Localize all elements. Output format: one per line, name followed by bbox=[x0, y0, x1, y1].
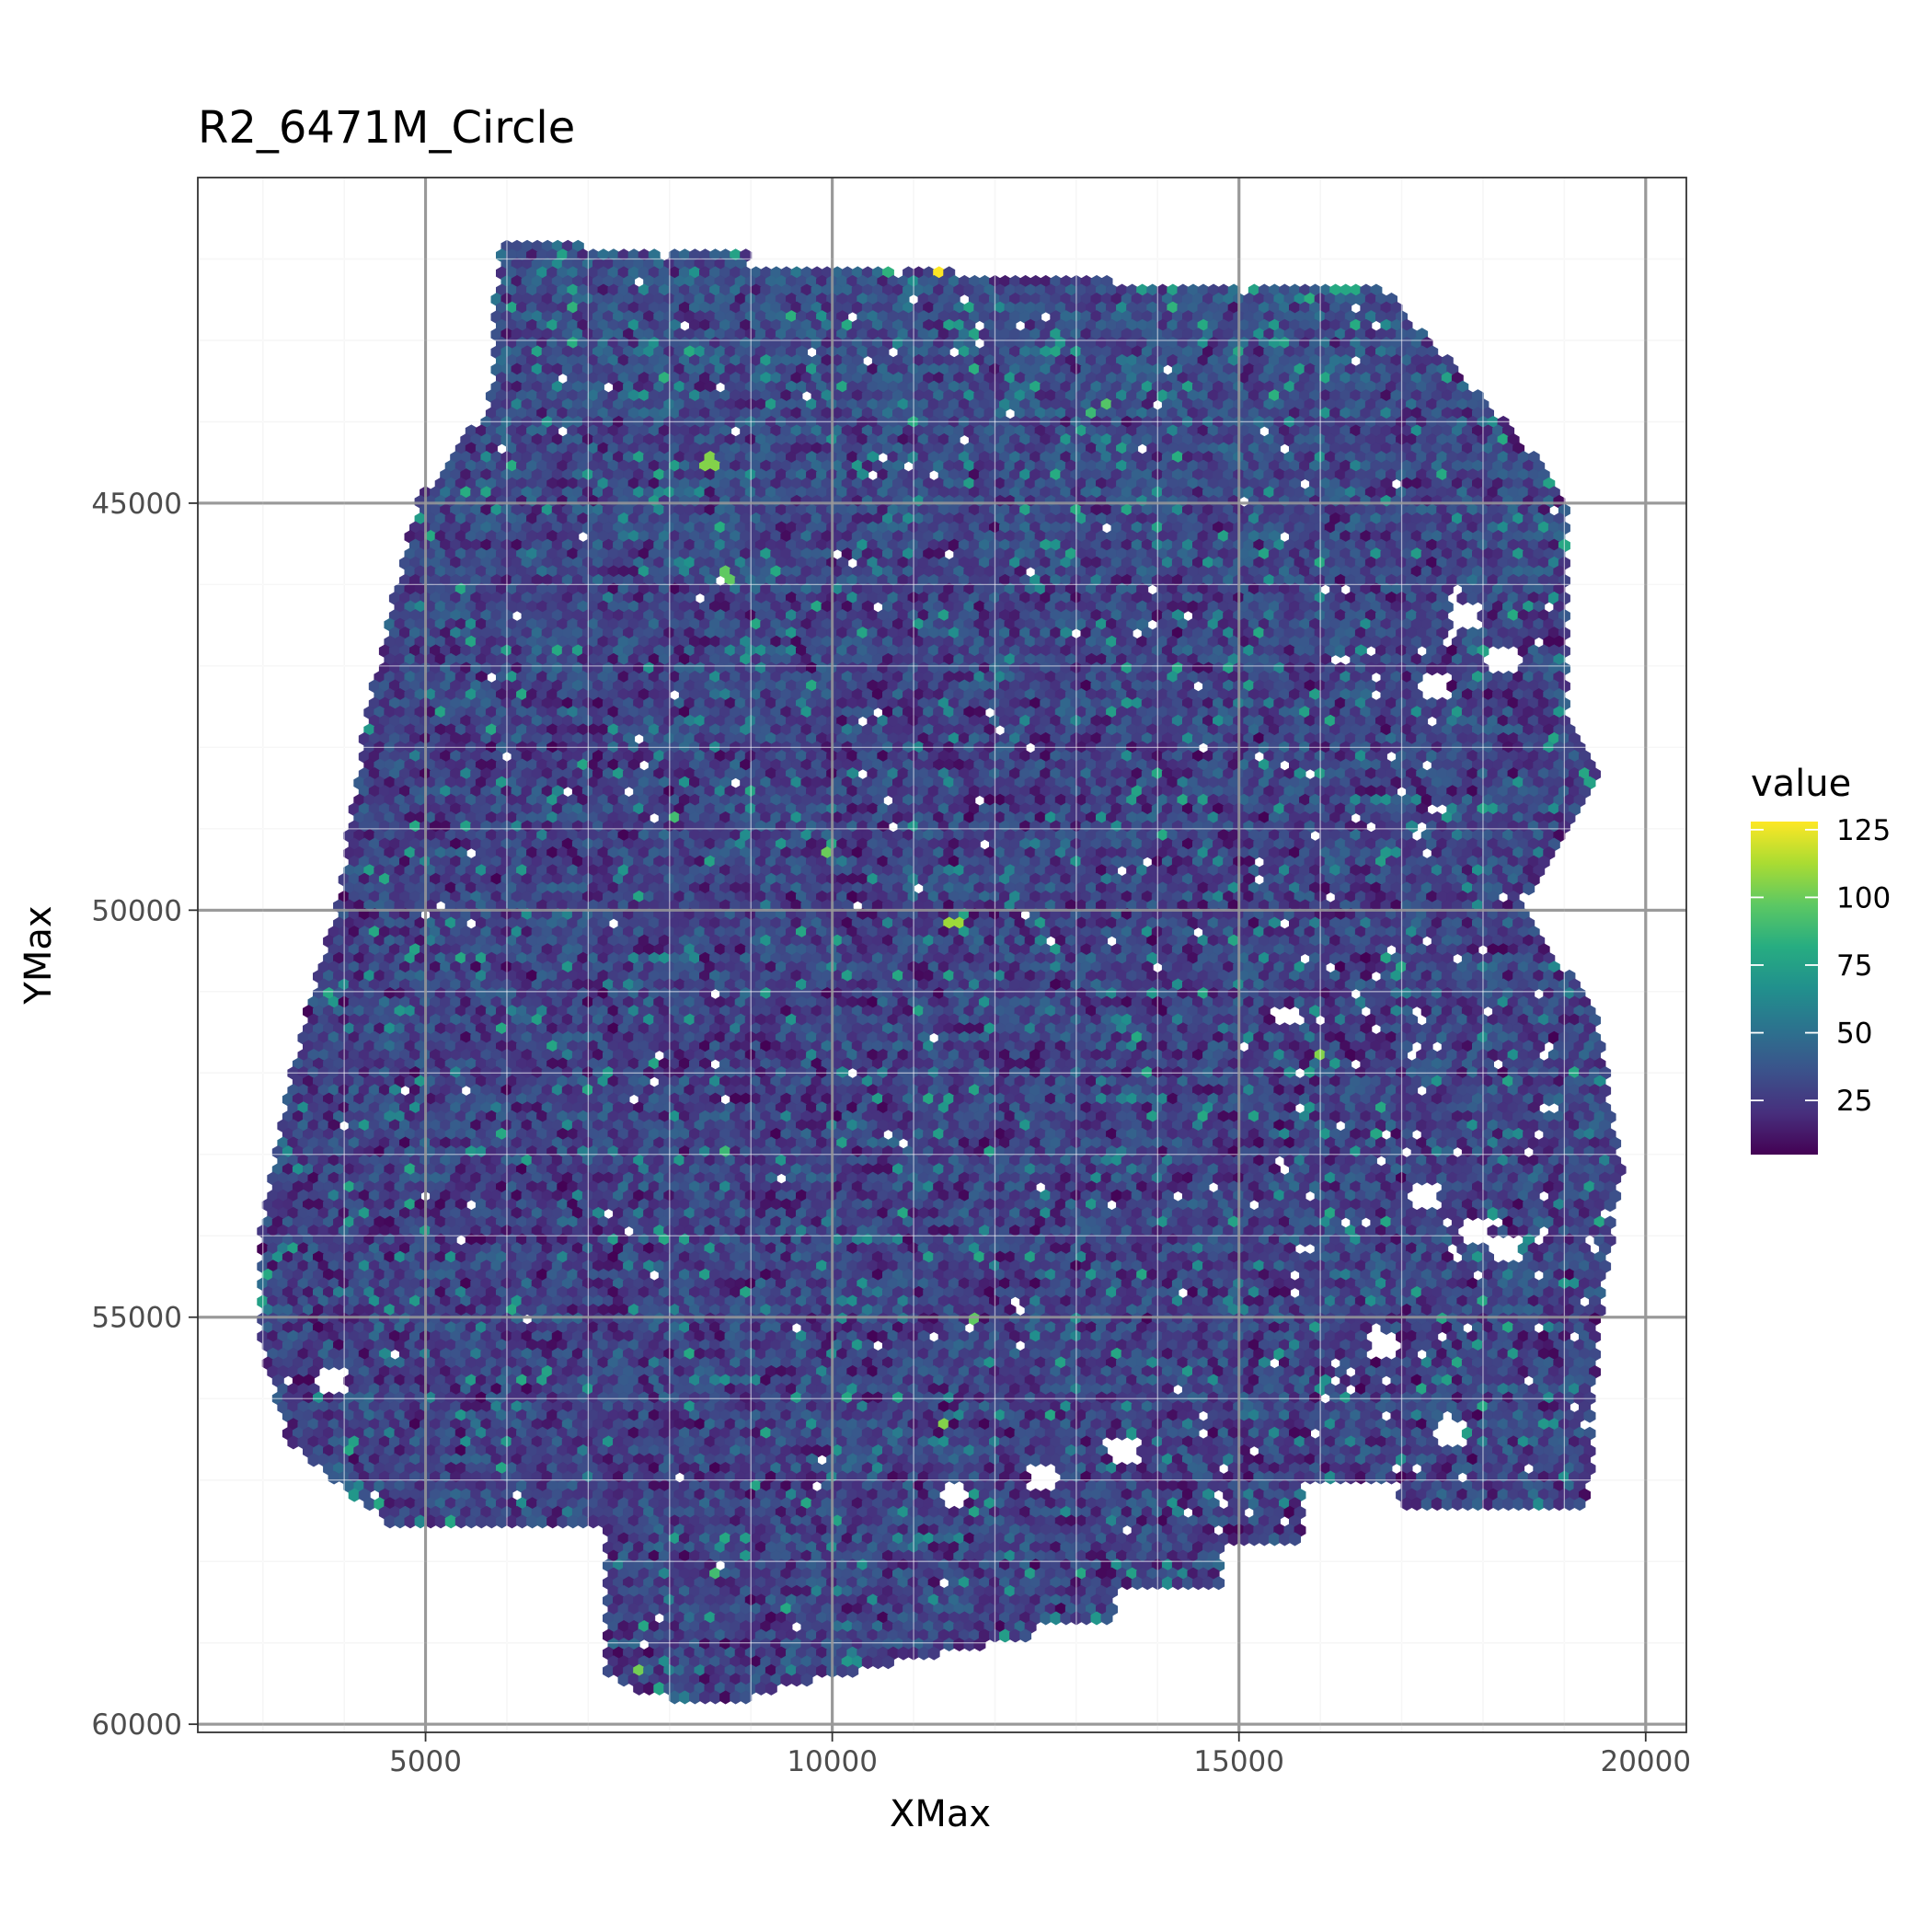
hexbin-layer bbox=[257, 239, 1627, 1705]
hexbin-cell bbox=[1334, 644, 1347, 659]
hexbin-cell bbox=[1426, 661, 1439, 676]
hexbin-cell bbox=[1436, 661, 1449, 676]
chart-title: R2_6471M_Circle bbox=[198, 102, 575, 154]
plot-panel bbox=[197, 177, 1687, 1733]
